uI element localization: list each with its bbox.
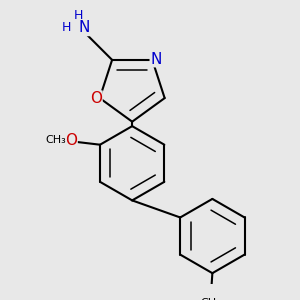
Text: CH₃: CH₃ [45,135,66,145]
Text: N: N [78,20,90,35]
Text: O: O [65,133,77,148]
Text: H: H [61,21,71,34]
Text: H: H [74,9,83,22]
Text: O: O [90,91,102,106]
Text: CH₃: CH₃ [200,298,221,300]
Text: N: N [150,52,162,67]
